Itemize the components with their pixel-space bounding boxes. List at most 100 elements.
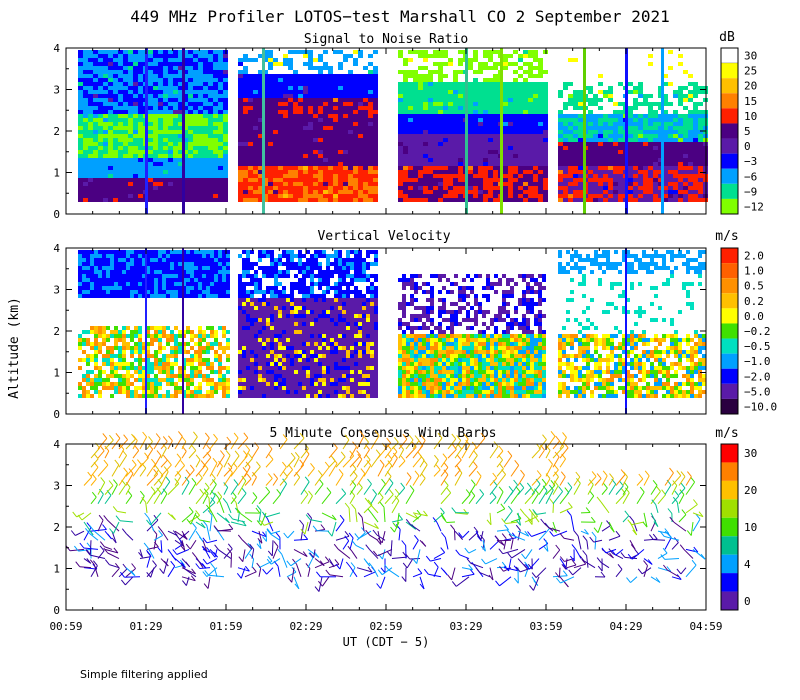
colorbar-label: −12 (744, 200, 764, 213)
y-tick-label: 2 (53, 125, 60, 138)
colorbar-swatch (721, 308, 738, 324)
x-tick-label: 01:29 (129, 620, 162, 633)
wind-axis-ticks: 0 1 2 3 4 (53, 438, 707, 617)
colorbar-swatch (721, 168, 738, 184)
wind-colorbar: 30 20 10 4 0 (720, 443, 757, 611)
y-tick-label: 1 (53, 367, 60, 380)
y-tick-label: 1 (53, 167, 60, 180)
colorbar-swatch (721, 338, 738, 354)
colorbar-label: 0.2 (744, 295, 764, 308)
colorbar-label: 30 (744, 50, 757, 63)
colorbar-label: 0.5 (744, 280, 764, 293)
colorbar-swatch (721, 153, 738, 169)
colorbar-label: 20 (744, 80, 757, 93)
colorbar-label: 4 (744, 558, 751, 571)
snr-title: Signal to Noise Ratio (304, 32, 468, 47)
y-tick-label: 1 (53, 563, 60, 576)
colorbar-swatch (721, 183, 738, 199)
wind-title: 5 Minute Consensus Wind Barbs (270, 426, 497, 441)
y-axis-label: Altitude (km) (7, 297, 22, 399)
colorbar-swatch (721, 444, 738, 463)
colorbar-swatch (721, 138, 738, 154)
y-tick-label: 4 (53, 438, 60, 451)
colorbar-label: −10.0 (744, 400, 777, 413)
x-tick-label: 03:29 (449, 620, 482, 633)
vv-colorbar: 2.0 1.0 0.5 0.2 0.0 −0.2 −0.5 −1.0 −2.0 −5.0 −10.0 (720, 247, 777, 415)
y-tick-label: 2 (53, 325, 60, 338)
y-tick-label: 3 (53, 480, 60, 493)
vv-unit: m/s (715, 229, 738, 244)
snr-field (78, 48, 708, 214)
x-tick-label: 04:29 (609, 620, 642, 633)
colorbar-swatch (721, 554, 738, 574)
x-tick-label: 00:59 (49, 620, 82, 633)
wind-unit: m/s (715, 426, 738, 441)
colorbar-label: −0.2 (744, 325, 771, 338)
x-tick-label: 01:59 (209, 620, 242, 633)
colorbar-swatch (720, 47, 739, 64)
colorbar-label: 30 (744, 447, 757, 460)
colorbar-swatch (721, 63, 738, 79)
y-tick-label: 0 (53, 408, 60, 421)
colorbar-swatch (721, 93, 738, 109)
filter-note: Simple filtering applied (80, 668, 208, 681)
colorbar-label: −1.0 (744, 355, 771, 368)
colorbar-swatch (721, 108, 738, 124)
colorbar-swatch (721, 78, 738, 94)
colorbar-swatch (721, 248, 738, 264)
colorbar-swatch (721, 123, 738, 139)
x-axis-label: UT (CDT − 5) (343, 635, 430, 649)
wind-barbs (65, 430, 706, 592)
colorbar-swatch (721, 293, 738, 309)
colorbar-label: 1.0 (744, 265, 764, 278)
wind-panel: 5 Minute Consensus Wind Barbs 0 1 2 3 4 30 20… (53, 426, 757, 617)
colorbar-label: 25 (744, 65, 757, 78)
colorbar-label: 20 (744, 484, 757, 497)
colorbar-swatch (721, 263, 738, 279)
colorbar-label: 0 (744, 140, 751, 153)
vv-field (78, 248, 706, 414)
colorbar-swatch (721, 368, 738, 384)
colorbar-swatch (721, 198, 738, 214)
snr-unit: dB (719, 30, 735, 45)
colorbar-swatch (721, 499, 738, 518)
colorbar-label: −9 (744, 185, 757, 198)
colorbar-label: 2.0 (744, 250, 764, 263)
colorbar-swatch (721, 353, 738, 369)
colorbar-swatch (721, 462, 738, 481)
snr-panel: Signal to Noise Ratio 0 1 2 3 4 30 25 20 15 10 5 0… (53, 30, 764, 221)
figure-title: 449 MHz Profiler LOTOS−test Marshall CO … (130, 7, 669, 26)
y-tick-label: 3 (53, 84, 60, 97)
colorbar-swatch (721, 323, 738, 339)
vv-panel: Vertical Velocity 0 1 2 3 4 2.0 1.0 0.5 0.2 0.0 −… (53, 229, 777, 421)
x-tick-label: 02:59 (369, 620, 402, 633)
colorbar-swatch (721, 383, 738, 399)
vv-axis-ticks: 0 1 2 3 4 (53, 242, 707, 421)
colorbar-label: 15 (744, 95, 757, 108)
vv-title: Vertical Velocity (317, 229, 450, 244)
y-tick-label: 0 (53, 604, 60, 617)
colorbar-label: −6 (744, 170, 757, 183)
colorbar-label: −5.0 (744, 385, 771, 398)
y-tick-label: 4 (53, 42, 60, 55)
colorbar-label: 5 (744, 125, 751, 138)
colorbar-swatch (721, 278, 738, 294)
y-tick-label: 4 (53, 242, 60, 255)
x-tick-label: 03:59 (529, 620, 562, 633)
snr-axis-ticks: 0 1 2 3 4 (53, 42, 707, 221)
y-tick-label: 3 (53, 284, 60, 297)
x-tick-label: 04:59 (689, 620, 722, 633)
colorbar-swatch (721, 536, 738, 555)
colorbar-swatch (721, 573, 738, 592)
colorbar-label: −2.0 (744, 370, 771, 383)
colorbar-swatch (721, 517, 738, 537)
wind-frame (65, 443, 707, 611)
colorbar-label: 0 (744, 595, 751, 608)
y-tick-label: 0 (53, 208, 60, 221)
y-tick-label: 2 (53, 521, 60, 534)
colorbar-label: −3 (744, 155, 757, 168)
colorbar-label: −0.5 (744, 340, 771, 353)
colorbar-label: 0.0 (744, 310, 764, 323)
colorbar-label: 10 (744, 521, 757, 534)
